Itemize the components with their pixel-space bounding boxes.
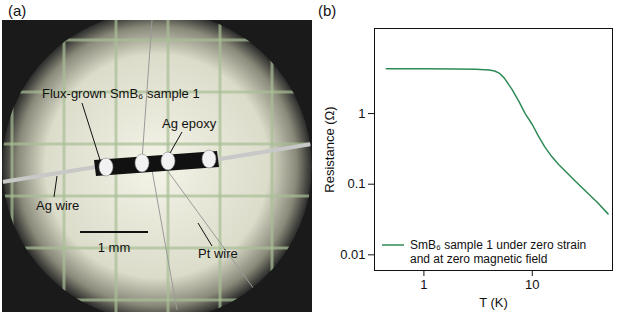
svg-text:Ag wire: Ag wire	[36, 198, 79, 213]
svg-text:Pt wire: Pt wire	[198, 246, 238, 261]
svg-text:1: 1	[358, 106, 365, 121]
svg-text:10: 10	[525, 277, 539, 292]
svg-text:Flux-grown SmB₆ sample 1: Flux-grown SmB₆ sample 1	[42, 86, 200, 101]
svg-text:0.1: 0.1	[347, 176, 365, 191]
html-text:and at zero magnetic field: and at zero magnetic field	[410, 252, 548, 266]
svg-text:T (K): T (K)	[479, 295, 508, 310]
svg-text:1: 1	[420, 277, 427, 292]
html-text:(a): (a)	[8, 2, 27, 19]
html-text:SmB₆ sample 1 under zero strai: SmB₆ sample 1 under zero strain	[410, 238, 587, 252]
svg-text:Ag epoxy: Ag epoxy	[162, 116, 217, 131]
svg-text:Resistance (Ω): Resistance (Ω)	[322, 106, 337, 192]
html-text:(b): (b)	[318, 2, 337, 19]
svg-text:0.01: 0.01	[340, 247, 365, 262]
svg-text:1 mm: 1 mm	[98, 240, 131, 255]
